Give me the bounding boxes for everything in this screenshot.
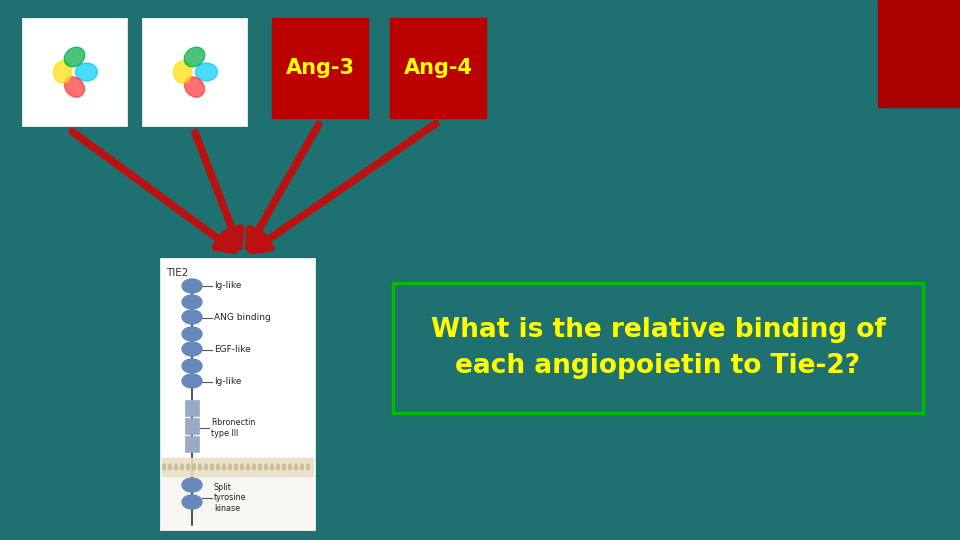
Ellipse shape bbox=[247, 464, 250, 470]
Text: Ig-like: Ig-like bbox=[214, 377, 241, 387]
Ellipse shape bbox=[182, 342, 202, 356]
Ellipse shape bbox=[196, 63, 218, 81]
Ellipse shape bbox=[228, 464, 231, 470]
Text: What is the relative binding of
each angiopoietin to Tie-2?: What is the relative binding of each ang… bbox=[431, 317, 885, 379]
Text: Split
tyrosine
kinase: Split tyrosine kinase bbox=[214, 483, 247, 513]
Bar bbox=[22, 18, 127, 126]
Bar bbox=[142, 18, 247, 126]
Ellipse shape bbox=[54, 61, 71, 83]
Bar bbox=[185, 418, 199, 434]
Ellipse shape bbox=[282, 464, 285, 470]
Bar bbox=[160, 258, 315, 530]
Ellipse shape bbox=[182, 279, 202, 293]
Text: TIE2: TIE2 bbox=[166, 268, 188, 278]
Ellipse shape bbox=[271, 464, 274, 470]
Bar bbox=[185, 400, 199, 416]
Ellipse shape bbox=[175, 464, 178, 470]
Ellipse shape bbox=[193, 464, 196, 470]
Ellipse shape bbox=[217, 464, 220, 470]
Ellipse shape bbox=[265, 464, 268, 470]
Ellipse shape bbox=[306, 464, 309, 470]
Ellipse shape bbox=[295, 464, 298, 470]
Ellipse shape bbox=[182, 374, 202, 388]
Text: Fibronectin
type III: Fibronectin type III bbox=[211, 418, 255, 438]
Bar bbox=[272, 18, 368, 118]
Ellipse shape bbox=[182, 495, 202, 509]
Ellipse shape bbox=[210, 464, 213, 470]
Ellipse shape bbox=[180, 464, 183, 470]
Text: Ang-4: Ang-4 bbox=[403, 58, 472, 78]
Bar bbox=[393, 283, 923, 413]
Ellipse shape bbox=[199, 464, 202, 470]
Ellipse shape bbox=[182, 478, 202, 492]
Ellipse shape bbox=[64, 47, 84, 67]
Ellipse shape bbox=[182, 295, 202, 309]
Ellipse shape bbox=[223, 464, 226, 470]
Ellipse shape bbox=[252, 464, 255, 470]
Ellipse shape bbox=[234, 464, 237, 470]
Text: Ig-like: Ig-like bbox=[214, 281, 241, 291]
Ellipse shape bbox=[184, 47, 204, 67]
Ellipse shape bbox=[276, 464, 279, 470]
Ellipse shape bbox=[169, 464, 172, 470]
Ellipse shape bbox=[186, 464, 189, 470]
Bar bbox=[390, 18, 486, 118]
Text: EGF-like: EGF-like bbox=[214, 346, 251, 354]
Ellipse shape bbox=[184, 77, 204, 97]
Bar bbox=[185, 436, 199, 452]
Ellipse shape bbox=[241, 464, 244, 470]
Text: Ang-3: Ang-3 bbox=[285, 58, 354, 78]
Ellipse shape bbox=[300, 464, 303, 470]
Bar bbox=[162, 478, 313, 528]
Ellipse shape bbox=[204, 464, 207, 470]
Ellipse shape bbox=[64, 77, 84, 97]
Ellipse shape bbox=[174, 61, 191, 83]
Ellipse shape bbox=[182, 327, 202, 341]
Ellipse shape bbox=[162, 464, 165, 470]
Bar bbox=[162, 458, 313, 476]
Ellipse shape bbox=[258, 464, 261, 470]
Ellipse shape bbox=[76, 63, 98, 81]
Bar bbox=[878, 0, 960, 107]
Text: ANG binding: ANG binding bbox=[214, 314, 271, 322]
Ellipse shape bbox=[182, 359, 202, 373]
Ellipse shape bbox=[182, 310, 202, 324]
Ellipse shape bbox=[289, 464, 292, 470]
